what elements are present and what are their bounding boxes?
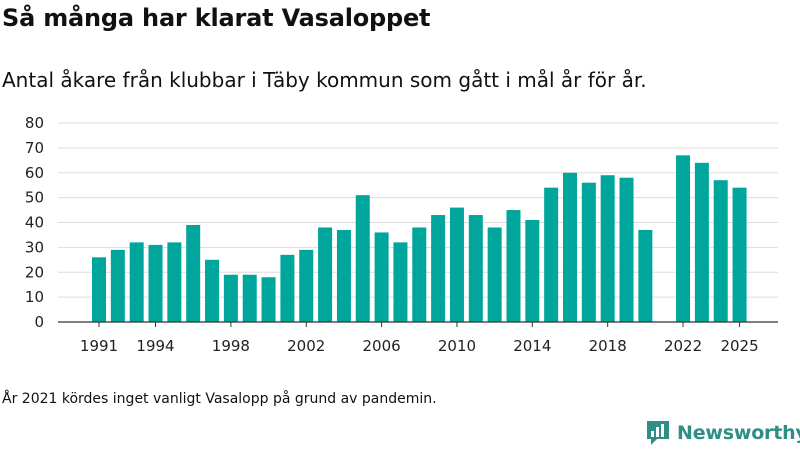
y-tick-label: 70 <box>25 139 44 157</box>
bar-2006 <box>374 232 389 322</box>
x-tick-label: 1991 <box>80 337 118 355</box>
bar-1991 <box>92 257 106 322</box>
bar-2013 <box>506 210 521 322</box>
newsworthy-logo-icon <box>647 421 669 445</box>
bar-1994 <box>148 244 163 322</box>
bar-2011 <box>468 215 483 322</box>
bar-1999 <box>242 274 257 322</box>
bar-2005 <box>355 195 370 322</box>
y-tick-label: 40 <box>25 214 44 232</box>
bar-2004 <box>336 229 351 322</box>
bar-1995 <box>167 242 182 322</box>
y-tick-label: 30 <box>25 238 44 256</box>
bar-2009 <box>431 215 446 322</box>
bar-1997 <box>205 259 220 322</box>
bar-2002 <box>299 249 314 322</box>
y-tick-label: 0 <box>34 313 44 331</box>
bar-2003 <box>318 227 333 322</box>
chart-title: Så många har klarat Vasaloppet <box>2 4 431 32</box>
x-tick-label: 2025 <box>720 337 758 355</box>
bar-2012 <box>487 227 502 322</box>
bar-2018 <box>600 175 615 322</box>
bar-2016 <box>563 172 577 322</box>
x-tick-label: 2022 <box>664 337 702 355</box>
bar-2024 <box>713 180 728 322</box>
bar-1992 <box>110 249 125 322</box>
y-tick-label: 60 <box>25 164 44 182</box>
chart-subtitle: Antal åkare från klubbar i Täby kommun s… <box>2 68 647 92</box>
bar-2000 <box>261 277 276 322</box>
x-axis-ticks: 1991 1994 1998 2002 2006 2010 2014 2018 2022 2025 <box>80 322 759 355</box>
bar-1996 <box>186 224 201 322</box>
bar-2010 <box>449 207 464 322</box>
y-tick-label: 80 <box>25 114 44 132</box>
bar-2019 <box>619 177 634 322</box>
brand-logo: Newsworthy <box>645 419 800 447</box>
x-tick-label: 2018 <box>589 337 627 355</box>
bar-2017 <box>581 182 596 322</box>
bar-2022 <box>676 155 691 322</box>
y-tick-label: 20 <box>25 263 44 281</box>
bar-2023 <box>694 162 709 322</box>
bar-2008 <box>412 227 427 322</box>
bar-chart: 0 10 20 30 40 50 60 70 80 1991 1994 1998 2002 2006 20… <box>25 114 778 355</box>
x-tick-label: 1994 <box>136 337 174 355</box>
y-tick-label: 10 <box>25 288 44 306</box>
x-tick-label: 2006 <box>363 337 401 355</box>
bar-2025 <box>732 187 747 322</box>
bar-2001 <box>280 254 295 322</box>
y-tick-label: 50 <box>25 189 44 207</box>
bar-2015 <box>544 187 559 322</box>
x-tick-label: 2002 <box>287 337 325 355</box>
bar-2020 <box>638 229 653 322</box>
bars <box>92 155 747 322</box>
y-axis-ticks: 0 10 20 30 40 50 60 70 80 <box>25 114 44 331</box>
bar-2014 <box>525 220 540 322</box>
x-tick-label: 2010 <box>438 337 476 355</box>
brand-name: Newsworthy <box>677 422 800 444</box>
footnote: År 2021 kördes inget vanligt Vasalopp på… <box>2 391 437 407</box>
x-tick-label: 1998 <box>212 337 250 355</box>
bar-2007 <box>393 242 408 322</box>
bar-1993 <box>129 242 144 322</box>
x-tick-label: 2014 <box>513 337 551 355</box>
bar-1998 <box>223 274 238 322</box>
